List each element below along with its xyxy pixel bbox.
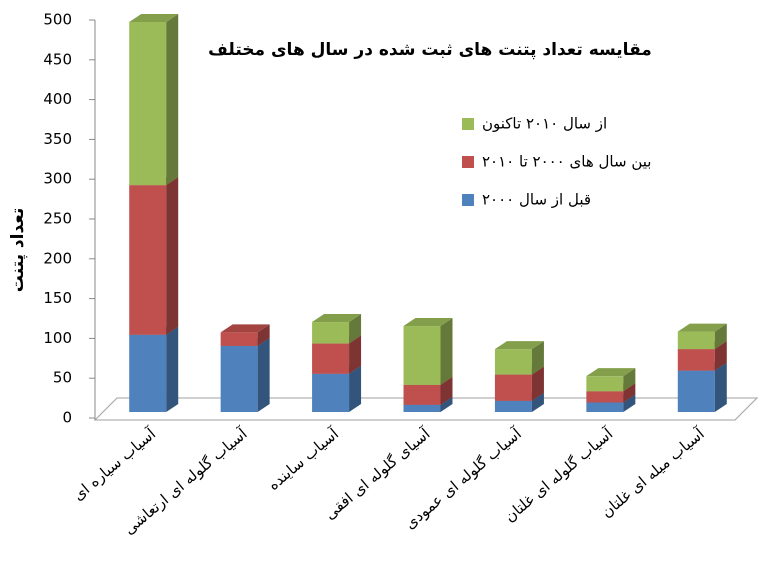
bar-side [714,362,727,412]
chart-title: مقایسه تعداد پتنت های ثبت شده در سال های… [208,40,652,60]
bar-side [440,396,453,412]
bar-top [586,368,636,377]
y-tick-label: 0 [62,409,72,427]
bar-segment [403,384,441,405]
bar-segment [494,349,532,375]
bar-side [531,392,544,412]
bar-segment [129,334,167,412]
bar-segment [586,402,624,412]
bar-side [349,365,362,412]
bar-side [531,366,544,401]
bar-top [312,314,362,323]
bar-side [623,383,636,403]
bar-segment [586,391,624,403]
bar-top [129,13,179,22]
legend-label: قبل از سال ۲۰۰۰ [482,191,591,209]
bar-top [220,324,270,333]
x-tick-label: آسیاب ساینده [264,424,342,494]
y-tick-label: 150 [43,289,72,307]
bar-segment [586,376,624,392]
bar-side [349,335,362,374]
legend-swatch [462,156,474,168]
bar-top [677,323,727,332]
bar-segment [403,326,441,385]
bar-side [531,341,544,375]
y-tick-label: 400 [43,90,72,108]
bar-side [714,323,727,350]
bar-side [440,318,453,385]
bar-segment [129,185,167,335]
bar-segment [312,373,350,412]
y-tick-label: 300 [43,170,72,188]
bar-segment [220,332,258,346]
bar-side [166,177,179,335]
bar-side [623,394,636,412]
x-tick-label: آسیاب سیاره ای [69,424,159,504]
bar-segment [677,331,715,350]
legend-swatch [462,118,474,130]
y-tick-label: 50 [53,369,72,387]
bar-segment [312,322,350,344]
legend-label: بین سال های ۲۰۰۰ تا ۲۰۱۰ [482,153,651,171]
bar-segment [129,21,167,186]
bar-side [257,324,270,346]
legend-label: از سال ۲۰۱۰ تاکنون [482,115,607,133]
y-tick-label: 250 [43,210,72,228]
bar-segment [494,374,532,401]
bar-side [349,314,362,344]
bar-side [257,337,270,412]
bar-side [440,376,453,405]
y-axis-label: تعداد پتنت [8,208,28,293]
bar-segment [494,400,532,412]
y-tick-label: 450 [43,50,72,68]
bar-segment [220,345,258,412]
bar-top [403,318,453,327]
y-tick-label: 350 [43,130,72,148]
bar-segment [403,404,441,412]
bar-segment [677,370,715,412]
y-tick-label: 100 [43,329,72,347]
bar-top [494,341,544,350]
bar-side [166,326,179,412]
bar-segment [677,349,715,371]
bar-side [714,341,727,371]
y-tick-label: 200 [43,249,72,267]
bar-segment [312,343,350,374]
legend-swatch [462,194,474,206]
bar-side [166,13,179,186]
bar-side [623,368,636,392]
y-tick-label: 500 [43,11,72,29]
